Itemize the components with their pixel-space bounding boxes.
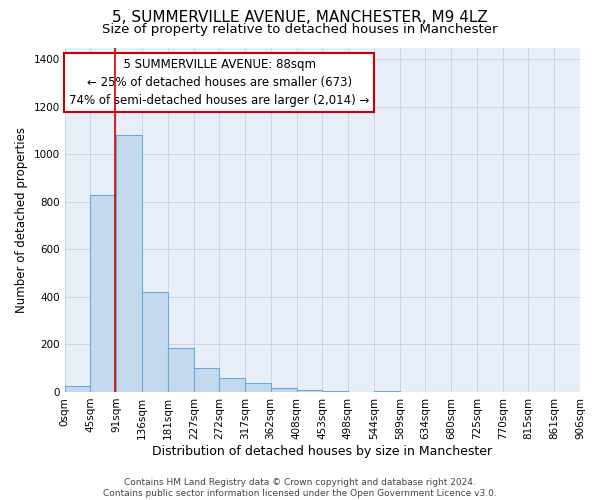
Bar — [90, 195, 116, 392]
Bar — [65, 386, 90, 392]
Bar — [167, 348, 194, 392]
Bar — [220, 378, 245, 392]
Text: Size of property relative to detached houses in Manchester: Size of property relative to detached ho… — [102, 22, 498, 36]
Text: Contains HM Land Registry data © Crown copyright and database right 2024.
Contai: Contains HM Land Registry data © Crown c… — [103, 478, 497, 498]
Bar — [194, 368, 220, 392]
Bar — [116, 136, 142, 392]
Bar — [297, 390, 322, 392]
Bar — [374, 391, 400, 392]
Text: 5, SUMMERVILLE AVENUE, MANCHESTER, M9 4LZ: 5, SUMMERVILLE AVENUE, MANCHESTER, M9 4L… — [112, 10, 488, 25]
Bar — [245, 383, 271, 392]
Bar — [322, 391, 348, 392]
Bar — [142, 292, 167, 392]
Y-axis label: Number of detached properties: Number of detached properties — [15, 126, 28, 312]
Text: 5 SUMMERVILLE AVENUE: 88sqm  
← 25% of detached houses are smaller (673)
74% of : 5 SUMMERVILLE AVENUE: 88sqm ← 25% of det… — [69, 58, 370, 107]
Bar — [271, 388, 297, 392]
X-axis label: Distribution of detached houses by size in Manchester: Distribution of detached houses by size … — [152, 444, 493, 458]
